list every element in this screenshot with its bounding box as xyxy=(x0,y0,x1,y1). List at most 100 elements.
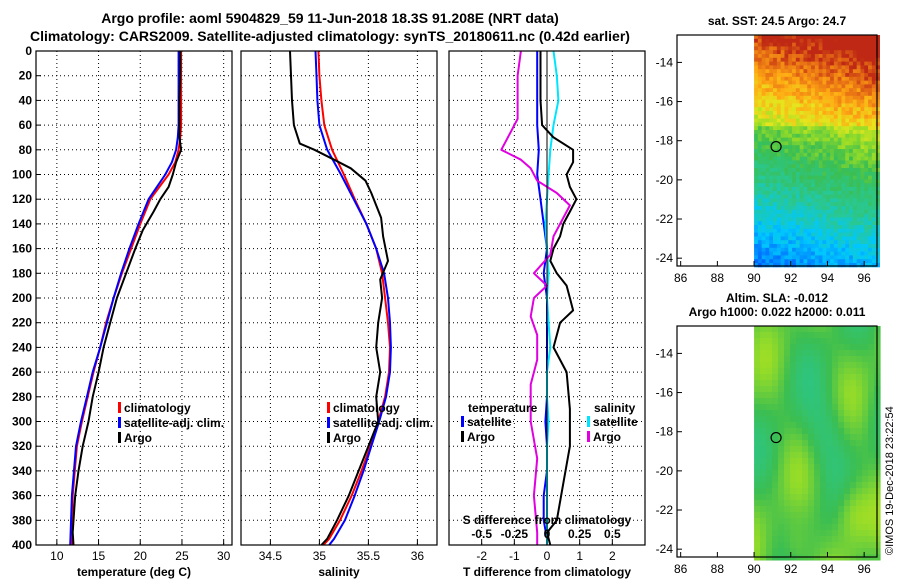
map-cell xyxy=(826,488,833,495)
map-cell xyxy=(868,434,875,441)
map-cell xyxy=(778,506,785,513)
map-cell xyxy=(862,386,869,393)
map-cell xyxy=(795,54,801,59)
map-cell xyxy=(799,149,804,154)
map-cell xyxy=(776,156,782,161)
map-cell xyxy=(814,542,821,549)
map-cell xyxy=(796,452,803,459)
map-cell xyxy=(799,236,804,241)
map-cell xyxy=(757,213,763,218)
map-cell xyxy=(792,156,797,161)
map-cell xyxy=(868,137,873,142)
map-cell xyxy=(820,398,827,405)
map-cell xyxy=(784,232,789,237)
map-cell xyxy=(871,244,877,249)
map-cell xyxy=(826,470,833,477)
map-cell xyxy=(833,130,839,135)
map-cell xyxy=(864,194,869,199)
map-cell xyxy=(769,168,774,173)
map-cell xyxy=(792,38,797,44)
map-cell xyxy=(830,183,835,188)
map-cell xyxy=(868,332,875,339)
map-cell xyxy=(760,470,767,477)
map-cell xyxy=(856,440,863,447)
map-cell xyxy=(811,259,816,264)
map-cell xyxy=(868,368,875,375)
map-cell xyxy=(856,536,863,543)
map-cell xyxy=(765,187,770,192)
map-cell xyxy=(845,198,850,203)
map-cell xyxy=(799,54,804,59)
map-cell xyxy=(761,38,766,44)
map-cell xyxy=(776,57,782,63)
map-cell xyxy=(765,217,770,222)
map-cell xyxy=(790,386,797,393)
map-cell xyxy=(792,103,797,108)
map-cell xyxy=(811,179,816,184)
map-cell xyxy=(822,118,827,123)
map-cell xyxy=(838,356,845,363)
map-cell xyxy=(761,46,766,51)
map-cell xyxy=(788,145,793,150)
map-cell xyxy=(826,114,831,120)
map-cell xyxy=(760,386,767,393)
map-cell xyxy=(784,259,789,264)
map-cell xyxy=(868,80,873,85)
map-cell xyxy=(844,452,851,459)
map-cell xyxy=(822,42,827,47)
map-cell xyxy=(864,244,869,249)
map-cell xyxy=(849,76,854,82)
map-cell xyxy=(832,476,839,483)
map-cell xyxy=(875,259,880,264)
map-cell xyxy=(830,130,835,135)
map-cell xyxy=(868,386,875,393)
map-cell xyxy=(807,99,812,104)
map-cell xyxy=(841,95,846,101)
map-cell xyxy=(807,88,812,93)
map-cell xyxy=(849,126,854,131)
map-cell xyxy=(850,470,857,477)
map-cell xyxy=(856,368,863,375)
map-cell xyxy=(849,107,854,112)
map-cell xyxy=(769,133,774,139)
map-cell xyxy=(788,160,793,165)
map-cell xyxy=(864,225,869,230)
map-cell xyxy=(814,114,820,120)
map-cell xyxy=(871,164,877,169)
map-cell xyxy=(795,122,801,127)
map-cell xyxy=(837,202,842,207)
map-cell xyxy=(833,232,839,237)
legend-label: Argo xyxy=(124,431,152,445)
map-cell xyxy=(754,251,759,256)
map-cell xyxy=(862,428,869,435)
map-cell xyxy=(856,251,861,256)
map-cell xyxy=(784,160,789,165)
map-cell xyxy=(803,73,808,78)
map-cell xyxy=(838,398,845,405)
map-cell xyxy=(849,221,854,226)
map-cell xyxy=(757,179,763,184)
map-cell xyxy=(826,133,831,139)
x-tick-label: 2 xyxy=(609,549,616,563)
map-cell xyxy=(837,46,842,51)
map-cell xyxy=(852,65,858,70)
map-cell xyxy=(796,482,803,489)
map-cell xyxy=(761,92,766,97)
map-cell xyxy=(860,107,865,112)
map-cell xyxy=(826,458,833,465)
map-cell xyxy=(849,194,854,199)
map-cell xyxy=(833,54,839,59)
map-cell xyxy=(792,171,797,177)
map-cell xyxy=(780,194,785,199)
map-cell xyxy=(769,122,774,127)
map-cell xyxy=(803,202,808,207)
map-cell xyxy=(776,50,782,55)
map-cell xyxy=(814,171,820,177)
map-cell xyxy=(757,202,763,207)
map-cell xyxy=(802,344,809,351)
map-cell xyxy=(826,57,831,63)
map-cell xyxy=(822,175,827,180)
map-cell xyxy=(860,175,865,180)
map-cell xyxy=(871,213,877,218)
map-cell xyxy=(796,542,803,549)
